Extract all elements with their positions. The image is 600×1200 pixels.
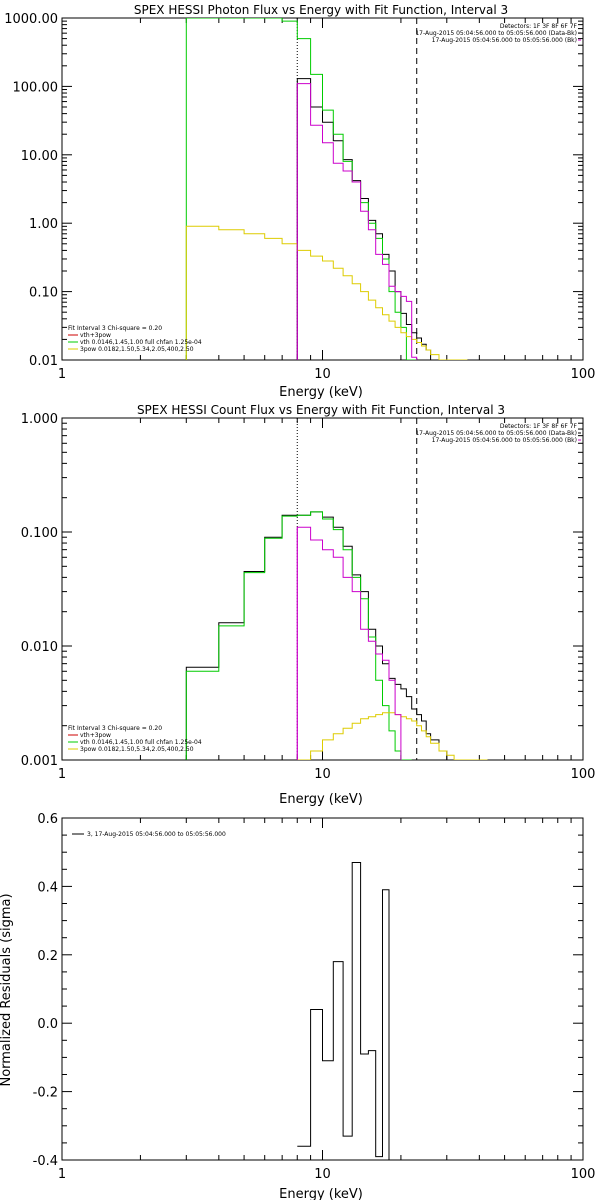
x-tick-label: 100 — [571, 767, 596, 782]
x-tick-label: 1 — [58, 367, 66, 382]
legend-tr-text: 17-Aug-2015 05:04:56.000 to 05:05:56.000… — [432, 37, 577, 44]
y-tick-label: -0.4 — [33, 1154, 58, 1169]
residuals-xlabel: Energy (keV) — [279, 1187, 363, 1200]
legend-bl-text: Fit Interval 3 Chi-square = 0.20 — [68, 725, 162, 732]
legend-tr-text: Detectors: 1F 3F 8F 6F 7F — [500, 423, 578, 430]
y-tick-label: 1.00 — [29, 217, 58, 232]
series-data — [296, 526, 402, 760]
x-tick-label: 10 — [314, 1167, 331, 1182]
legend-tr-text: 17-Aug-2015 05:04:56.000 to 05:05:56.000… — [415, 430, 577, 437]
count-flux-xlabel: Energy (keV) — [279, 792, 363, 807]
photon-flux-xlabel: Energy (keV) — [279, 385, 363, 400]
photon-flux-frame — [61, 17, 584, 361]
y-tick-label: 0.001 — [21, 754, 58, 769]
series-pow — [185, 225, 468, 360]
x-tick-label: 100 — [571, 367, 596, 382]
legend-bl-text: 3pow 0.0182,1.50,5.34,2.05,400,2.50 — [80, 346, 194, 353]
legend-tl-text: 3, 17-Aug-2015 05:04:56.000 to 05:05:56.… — [87, 831, 226, 838]
x-tick-label: 1 — [58, 767, 66, 782]
series-total — [296, 78, 432, 360]
legend-tr-text: 17-Aug-2015 05:04:56.000 to 05:05:56.000… — [432, 437, 577, 444]
residuals-ylabel: Normalized Residuals (sigma) — [0, 893, 14, 1086]
series-vth — [185, 511, 412, 760]
y-tick-label: 1000.00 — [4, 12, 58, 27]
series-data — [296, 83, 418, 360]
y-tick-label: 0.10 — [29, 286, 58, 301]
y-tick-label: 1.000 — [21, 412, 58, 427]
y-tick-label: 0.010 — [21, 640, 58, 655]
series-total — [297, 862, 390, 1160]
y-tick-label: 0.4 — [37, 880, 58, 895]
y-tick-label: 0.0 — [37, 1017, 58, 1032]
legend-bl-text: Fit Interval 3 Chi-square = 0.20 — [68, 325, 162, 332]
series-pow — [297, 712, 488, 760]
x-tick-label: 10 — [314, 367, 331, 382]
y-tick-label: 10.00 — [21, 149, 58, 164]
legend-bl-text: vth+3pow — [80, 732, 111, 739]
legend-bl-text: vth 0.0146,1.45,1.00 full chfan 1.25e-04 — [80, 339, 202, 346]
x-tick-label: 10 — [314, 767, 331, 782]
y-tick-label: 100.00 — [13, 80, 59, 95]
photon-flux-panel: SPEX HESSI Photon Flux vs Energy with Fi… — [4, 3, 595, 400]
x-tick-label: 100 — [571, 1167, 596, 1182]
count-flux-frame — [61, 417, 584, 761]
legend-tr-text: 17-Aug-2015 05:04:56.000 to 05:05:56.000… — [415, 30, 577, 37]
y-tick-label: 0.01 — [29, 354, 58, 369]
photon-flux-title: SPEX HESSI Photon Flux vs Energy with Fi… — [134, 3, 508, 17]
legend-bl-text: vth 0.0146,1.45,1.00 full chfan 1.25e-04 — [80, 739, 202, 746]
legend-tr-text: Detectors: 1F 3F 8F 6F 7F — [500, 23, 578, 30]
legend-bl-text: 3pow 0.0182,1.50,5.34,2.05,400,2.50 — [80, 746, 194, 753]
legend-bl-text: vth+3pow — [80, 332, 111, 339]
count-flux-title: SPEX HESSI Count Flux vs Energy with Fit… — [137, 403, 505, 417]
y-tick-label: -0.2 — [33, 1086, 58, 1101]
x-tick-label: 1 — [58, 1167, 66, 1182]
y-tick-label: 0.2 — [37, 949, 58, 964]
y-tick-label: 0.100 — [21, 526, 58, 541]
residuals-frame — [61, 817, 584, 1161]
residuals-panel: Energy (keV) Normalized Residuals (sigma… — [0, 812, 595, 1200]
y-tick-label: 0.6 — [37, 812, 58, 827]
series-total — [185, 511, 455, 760]
count-flux-panel: SPEX HESSI Count Flux vs Energy with Fit… — [21, 403, 596, 807]
